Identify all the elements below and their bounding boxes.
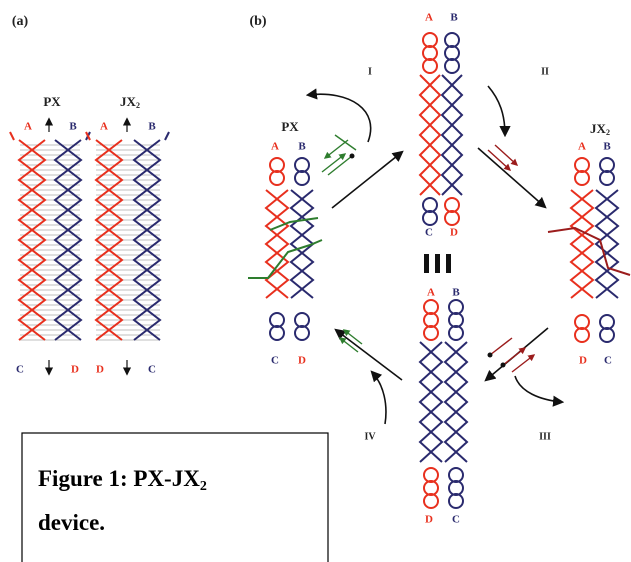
hairpin-loop [575, 158, 589, 172]
hairpin-loop [445, 198, 459, 212]
strand-label: A [24, 121, 32, 133]
figure: (a) PX JX2 A B A B C D D C (b) PX A B C … [0, 0, 631, 562]
step-label: I [368, 66, 372, 77]
hairpin-loop [600, 171, 614, 185]
fuel-strands [322, 135, 534, 372]
hairpin-loop [424, 494, 438, 508]
hairpin-loop [449, 468, 463, 482]
strand-label: B [603, 141, 611, 153]
strand-label: A [271, 141, 279, 153]
hairpin-loop [575, 328, 589, 342]
hairpin-loop [424, 481, 438, 495]
hairpin-loop [424, 300, 438, 314]
hairpin-loop [295, 326, 309, 340]
strand-label: D [579, 355, 587, 367]
step-label: IV [364, 431, 376, 442]
hairpin-loop [449, 313, 463, 327]
hairpin-loop [423, 198, 437, 212]
strand-label: A [578, 141, 586, 153]
step-label: II [541, 66, 549, 77]
hairpin-loop [449, 481, 463, 495]
strand-label: B [69, 121, 77, 133]
hairpin-loop [424, 326, 438, 340]
molecule-title: JX2 [120, 94, 140, 110]
hairpin-loop [295, 171, 309, 185]
hairpin-loop [445, 59, 459, 73]
strand-label: C [16, 364, 24, 376]
hairpin-loop [270, 326, 284, 340]
strand-label: D [450, 227, 458, 239]
caption-box [22, 433, 328, 562]
set-strand [548, 228, 630, 275]
hairpin-loop [270, 171, 284, 185]
hairpin-loop [295, 158, 309, 172]
hairpin-loop [600, 158, 614, 172]
strand-label: D [425, 514, 433, 526]
strand-label: C [425, 227, 433, 239]
equivalence-bars [424, 254, 451, 273]
hairpin-loop [423, 33, 437, 47]
strand-label: D [71, 364, 79, 376]
molecule-title: JX2 [590, 121, 610, 137]
hairpin-loop [575, 171, 589, 185]
hairpin-loop [295, 313, 309, 327]
molecule-title: PX [43, 94, 61, 109]
hairpin-loop [445, 211, 459, 225]
strand-label: C [604, 355, 612, 367]
strand-label: C [271, 355, 279, 367]
strand-label: D [298, 355, 306, 367]
strand-label: B [450, 12, 458, 24]
hairpin-loop [575, 315, 589, 329]
hairpin-loop [449, 326, 463, 340]
strand-label: D [96, 364, 104, 376]
strand-label: B [452, 287, 460, 299]
panel-label: (b) [249, 14, 266, 29]
strand-label: C [452, 514, 460, 526]
strand-label: A [100, 121, 108, 133]
panel-label: (a) [12, 14, 29, 29]
strand-label: A [425, 12, 433, 24]
hairpin-loop [270, 158, 284, 172]
strand-label: C [148, 364, 156, 376]
strand-end [10, 132, 14, 140]
hairpin-loop [424, 313, 438, 327]
caption-title: Figure 1: PX-JX2 [38, 466, 207, 494]
hairpin-loop [449, 494, 463, 508]
hairpin-loop [445, 33, 459, 47]
caption-text: device. [38, 510, 105, 535]
hairpin-loop [423, 59, 437, 73]
strand-label: B [148, 121, 156, 133]
hairpin-loop [600, 315, 614, 329]
strand-end [165, 132, 169, 140]
hairpin-loop [600, 328, 614, 342]
hairpin-loop [445, 46, 459, 60]
molecule-title: PX [281, 119, 299, 134]
strand-label: B [298, 141, 306, 153]
hairpin-loop [424, 468, 438, 482]
hairpin-loop [449, 300, 463, 314]
strand-label: A [427, 287, 435, 299]
hairpin-loop [270, 313, 284, 327]
hairpin-loop [423, 46, 437, 60]
step-label: III [539, 431, 551, 442]
hairpin-loop [423, 211, 437, 225]
